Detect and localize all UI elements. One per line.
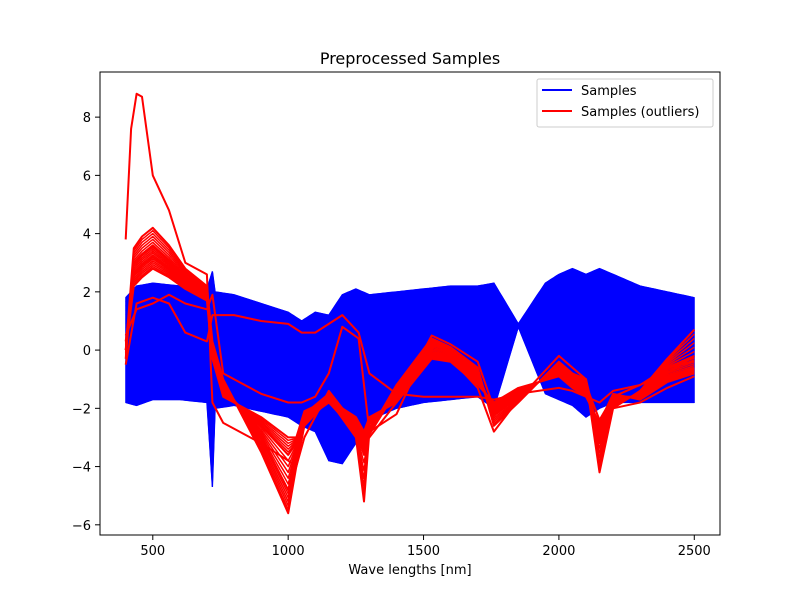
sample-line bbox=[125, 324, 695, 407]
legend: Samples Samples (outliers) bbox=[536, 78, 714, 128]
sample-line bbox=[125, 313, 695, 365]
sample-line bbox=[125, 285, 695, 335]
outlier-line bbox=[124, 244, 695, 491]
x-axis-label: Wave lengths [nm] bbox=[348, 563, 471, 578]
x-tick-label: 1000 bbox=[272, 544, 305, 559]
y-tick-label: 2 bbox=[83, 286, 91, 301]
x-tick-label: 1500 bbox=[407, 544, 440, 559]
outlier-line bbox=[124, 296, 695, 404]
y-tick-label: 4 bbox=[83, 228, 91, 243]
sample-line bbox=[125, 302, 695, 353]
sample-line bbox=[125, 279, 695, 331]
legend-box bbox=[536, 78, 714, 128]
sample-line bbox=[125, 324, 695, 488]
y-tick-label: −4 bbox=[72, 461, 91, 476]
sample-line bbox=[125, 307, 695, 359]
y-tick-label: 6 bbox=[83, 169, 91, 184]
legend-label-samples: Samples bbox=[581, 84, 637, 99]
outliers-series bbox=[124, 92, 696, 515]
sample-line bbox=[125, 267, 695, 326]
sample-line bbox=[125, 290, 695, 341]
x-axis: 500 1000 1500 2000 2500 bbox=[140, 535, 711, 559]
sample-line bbox=[125, 324, 695, 383]
x-tick-label: 2500 bbox=[678, 544, 711, 559]
y-tick-label: 0 bbox=[83, 344, 91, 359]
x-tick-label: 2000 bbox=[542, 544, 575, 559]
y-axis: −6 −4 −2 0 2 4 6 8 bbox=[72, 111, 100, 534]
sample-line bbox=[125, 324, 695, 461]
y-tick-label: −6 bbox=[72, 519, 91, 534]
sample-line bbox=[125, 296, 695, 347]
sample-line bbox=[125, 324, 695, 377]
y-tick-label: 8 bbox=[83, 111, 91, 126]
chart-title: Preprocessed Samples bbox=[320, 49, 500, 68]
plot-frame bbox=[99, 71, 721, 536]
outlier-line bbox=[124, 293, 695, 439]
legend-label-outliers: Samples (outliers) bbox=[581, 105, 699, 120]
outlier-line bbox=[124, 255, 695, 456]
sample-line bbox=[125, 273, 695, 327]
sample-line bbox=[125, 319, 695, 371]
y-tick-label: −2 bbox=[72, 402, 91, 417]
x-tick-label: 500 bbox=[140, 544, 165, 559]
